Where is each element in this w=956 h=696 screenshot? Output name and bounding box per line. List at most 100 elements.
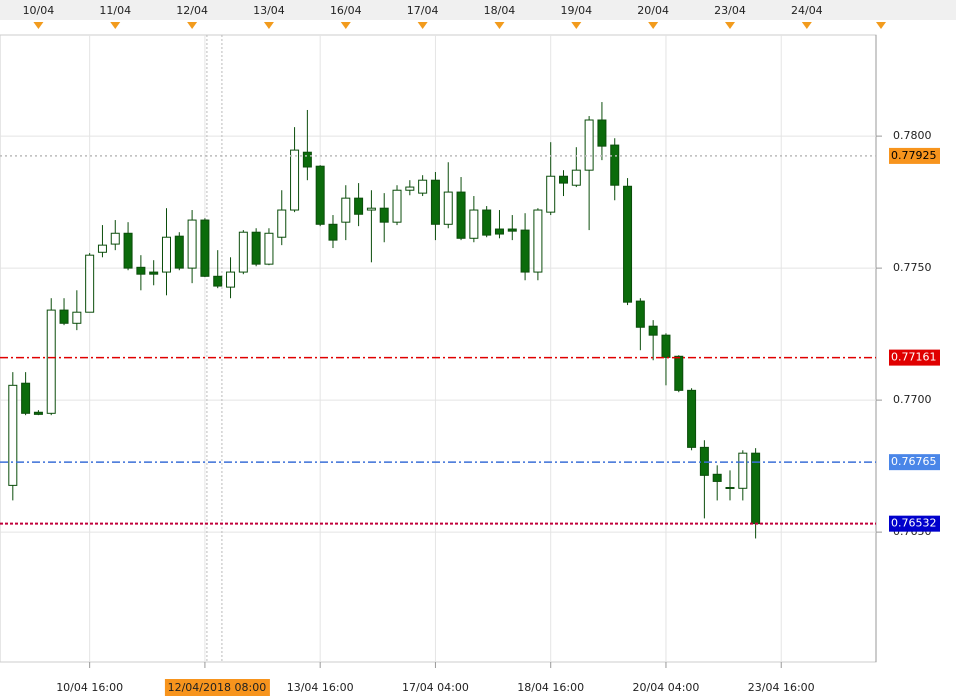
candle-body <box>290 149 300 211</box>
top-date-label: 19/04 <box>560 4 592 17</box>
top-date-label: 13/04 <box>253 4 285 17</box>
candle-body <box>149 271 159 275</box>
candle-body <box>161 236 171 273</box>
candle-body <box>571 169 581 186</box>
candle-body <box>405 186 415 191</box>
candle-body <box>354 197 364 215</box>
top-date-label: 18/04 <box>484 4 516 17</box>
candle-body <box>482 209 492 236</box>
candle-body <box>123 232 133 269</box>
candle-body <box>648 325 658 336</box>
candle-body <box>443 191 453 225</box>
y-tick-label: 0.7750 <box>893 261 932 274</box>
candle-body <box>251 231 261 265</box>
candle-body <box>33 411 43 415</box>
top-date-label: 16/04 <box>330 4 362 17</box>
top-marker <box>110 22 121 29</box>
candle-body <box>494 228 504 235</box>
candle-body <box>341 197 351 223</box>
candle-body <box>533 209 543 273</box>
x-tick-label: 13/04 16:00 <box>287 681 354 694</box>
top-marker <box>801 22 812 29</box>
top-marker <box>494 22 505 29</box>
candle-body <box>687 389 697 448</box>
y-tick-label: 0.7800 <box>893 129 932 142</box>
candle-body <box>21 382 31 414</box>
candle-body <box>635 300 645 328</box>
top-marker <box>648 22 659 29</box>
candle-body <box>546 175 556 213</box>
candle-body <box>379 207 389 223</box>
level-label: 0.76532 <box>891 517 937 530</box>
x-tick-label: 17/04 04:00 <box>402 681 469 694</box>
top-marker <box>187 22 198 29</box>
candle-body <box>226 271 236 288</box>
crosshair-label: 12/04/2018 08:00 <box>168 681 267 694</box>
x-tick-label: 18/04 16:00 <box>517 681 584 694</box>
candle-body <box>392 189 402 223</box>
top-date-label: 12/04 <box>176 4 208 17</box>
candle-body <box>456 191 466 239</box>
top-date-label: 11/04 <box>99 4 131 17</box>
plot-area <box>0 34 877 663</box>
candle-body <box>661 334 671 358</box>
level-label-bg <box>889 147 940 164</box>
candle-body <box>520 229 530 273</box>
candle-body <box>674 355 684 391</box>
candle-body <box>751 452 761 525</box>
candle-body <box>72 311 82 324</box>
x-tick-label: 20/04 04:00 <box>633 681 700 694</box>
candle-body <box>712 473 722 482</box>
x-tick-label: 23/04 16:00 <box>748 681 815 694</box>
candle-body <box>200 219 210 277</box>
crosshair-label-bg <box>164 679 270 696</box>
candle-body <box>366 207 376 211</box>
top-date-label: 24/04 <box>791 4 823 17</box>
candle-body <box>584 119 594 171</box>
candle-body <box>328 223 338 241</box>
level-label-bg <box>889 515 940 532</box>
x-tick-label: 10/04 16:00 <box>56 681 123 694</box>
candle-body <box>264 232 274 265</box>
candle-body <box>699 446 709 476</box>
top-marker <box>417 22 428 29</box>
level-label-bg <box>889 349 940 366</box>
candle-body <box>187 219 197 269</box>
level-label: 0.76765 <box>891 455 937 468</box>
top-date-label: 10/04 <box>23 4 55 17</box>
candle-body <box>469 209 479 239</box>
candle-body <box>277 209 287 238</box>
y-tick-label: 0.7700 <box>893 393 932 406</box>
candle-body <box>597 119 607 147</box>
top-date-label: 17/04 <box>407 4 439 17</box>
candle-body <box>46 309 56 414</box>
candle-body <box>507 228 517 232</box>
candle-body <box>213 275 223 287</box>
top-marker <box>340 22 351 29</box>
candle-body <box>59 309 69 324</box>
candle-body <box>559 175 569 184</box>
candle-body <box>315 165 325 225</box>
candle-body <box>174 235 184 269</box>
candle-body <box>623 185 633 303</box>
top-marker <box>263 22 274 29</box>
candle-body <box>610 144 620 186</box>
candle-body <box>85 254 95 313</box>
level-label: 0.77161 <box>891 351 937 364</box>
candle-body <box>302 151 312 168</box>
candle-body <box>738 452 748 489</box>
candle-body <box>110 232 120 245</box>
level-label: 0.77925 <box>891 149 937 162</box>
level-label-bg <box>889 454 940 471</box>
top-date-label: 20/04 <box>637 4 669 17</box>
candle-body <box>97 244 107 253</box>
top-marker <box>876 22 886 29</box>
top-bar <box>0 0 956 20</box>
top-date-label: 23/04 <box>714 4 746 17</box>
candle-body <box>430 179 440 225</box>
top-marker <box>725 22 735 29</box>
candle-body <box>238 231 248 273</box>
candle-body <box>136 266 146 275</box>
candle-body <box>8 384 18 486</box>
